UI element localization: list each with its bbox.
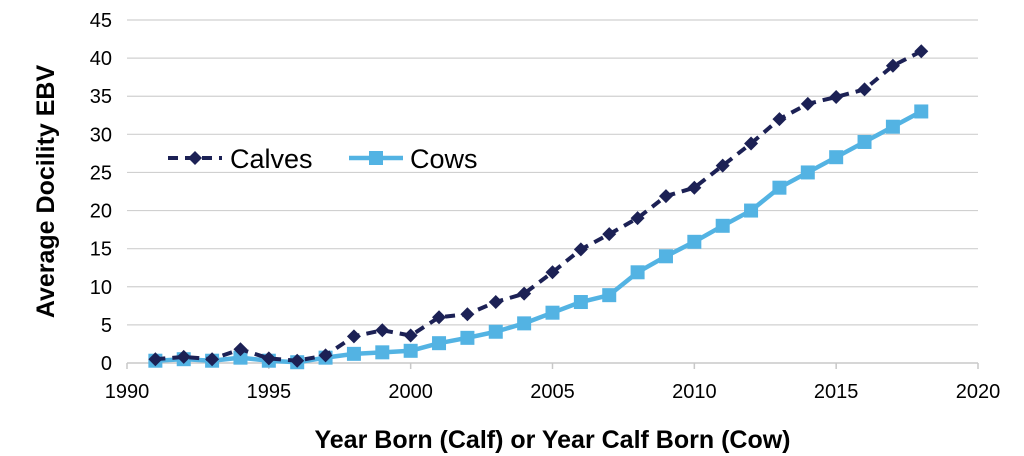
legend-cows-marker-shape — [369, 151, 383, 165]
x-tick-label: 2015 — [814, 381, 859, 403]
data-point-calves — [261, 351, 276, 366]
legend-cows-marker — [369, 151, 383, 165]
x-tick-label: 2005 — [530, 381, 575, 403]
y-tick-label: 30 — [90, 124, 112, 146]
legend-calves-marker-shape — [188, 151, 202, 165]
data-point-calves — [545, 265, 560, 280]
x-tick-label: 2010 — [672, 381, 717, 403]
series-cows — [148, 104, 929, 370]
data-point-cows — [375, 345, 390, 360]
y-tick-label: 40 — [90, 48, 112, 70]
data-point-calves — [573, 242, 588, 257]
data-point-calves — [432, 310, 447, 325]
series-line-cows — [155, 109, 923, 365]
data-point-calves — [205, 352, 220, 367]
data-point-cows — [914, 104, 929, 119]
data-point-calves — [658, 189, 673, 204]
y-tick-label: 5 — [101, 315, 112, 337]
data-point-cows — [800, 165, 815, 180]
data-point-calves — [460, 307, 475, 322]
data-point-cows — [630, 265, 645, 280]
data-point-cows — [233, 350, 248, 365]
data-point-calves — [346, 329, 361, 344]
data-point-cows — [829, 150, 844, 165]
data-point-cows — [602, 288, 617, 303]
legend-cows-label: Cows — [410, 144, 478, 174]
data-point-cows — [517, 316, 532, 331]
data-point-cows — [744, 203, 759, 218]
data-point-cows — [857, 134, 872, 149]
data-point-calves — [914, 44, 929, 59]
data-point-cows — [772, 180, 787, 195]
y-tick-label: 25 — [90, 162, 112, 184]
y-axis-title: Average Docility EBV — [32, 65, 60, 319]
x-tick-label: 1990 — [105, 381, 150, 403]
data-point-cows — [885, 119, 900, 134]
data-point-calves — [857, 82, 872, 97]
series-line-calves — [155, 49, 923, 363]
data-point-calves — [829, 89, 844, 104]
y-tick-label: 20 — [90, 201, 112, 223]
data-point-calves — [233, 342, 248, 357]
x-tick-label: 2000 — [388, 381, 433, 403]
legend-calves-label: Calves — [230, 144, 313, 174]
data-point-calves — [687, 180, 702, 195]
data-point-calves — [318, 348, 333, 363]
x-tick-label: 2020 — [956, 381, 1001, 403]
data-point-calves — [176, 349, 191, 364]
y-tick-label: 10 — [90, 277, 112, 299]
data-point-calves — [630, 211, 645, 226]
x-tick-label: 1995 — [247, 381, 292, 403]
legend-calves-marker — [188, 151, 202, 165]
data-point-calves — [403, 328, 418, 343]
data-point-calves — [488, 295, 503, 310]
data-point-calves — [602, 227, 617, 242]
data-point-calves — [885, 58, 900, 73]
data-point-calves — [517, 286, 532, 301]
data-point-calves — [148, 352, 163, 367]
legend: Calves Cows — [168, 144, 478, 174]
grid — [127, 19, 978, 326]
data-point-cows — [715, 218, 730, 233]
data-point-calves — [772, 112, 787, 127]
axes: 0 5 10 15 20 25 30 35 40 45 1990 1995 2000 2005 2010 20… — [90, 10, 1001, 403]
data-point-cows — [488, 324, 503, 339]
data-point-calves — [375, 323, 390, 338]
data-point-cows — [403, 343, 418, 358]
data-point-cows — [573, 295, 588, 310]
data-point-calves — [800, 96, 815, 111]
data-point-calves — [715, 158, 730, 173]
data-point-cows — [432, 336, 447, 351]
y-tick-label: 45 — [90, 10, 112, 32]
data-point-cows — [460, 330, 475, 345]
data-point-calves — [744, 136, 759, 151]
x-axis-title: Year Born (Calf) or Year Calf Born (Cow) — [314, 426, 790, 454]
data-point-cows — [545, 305, 560, 320]
data-point-cows — [658, 249, 673, 264]
series-layer — [148, 44, 929, 370]
series-calves — [148, 44, 929, 368]
y-tick-label: 15 — [90, 239, 112, 261]
y-tick-label: 35 — [90, 86, 112, 108]
data-point-cows — [346, 346, 361, 361]
data-point-cows — [687, 234, 702, 249]
y-tick-label: 0 — [101, 353, 112, 375]
data-point-calves — [290, 353, 305, 368]
